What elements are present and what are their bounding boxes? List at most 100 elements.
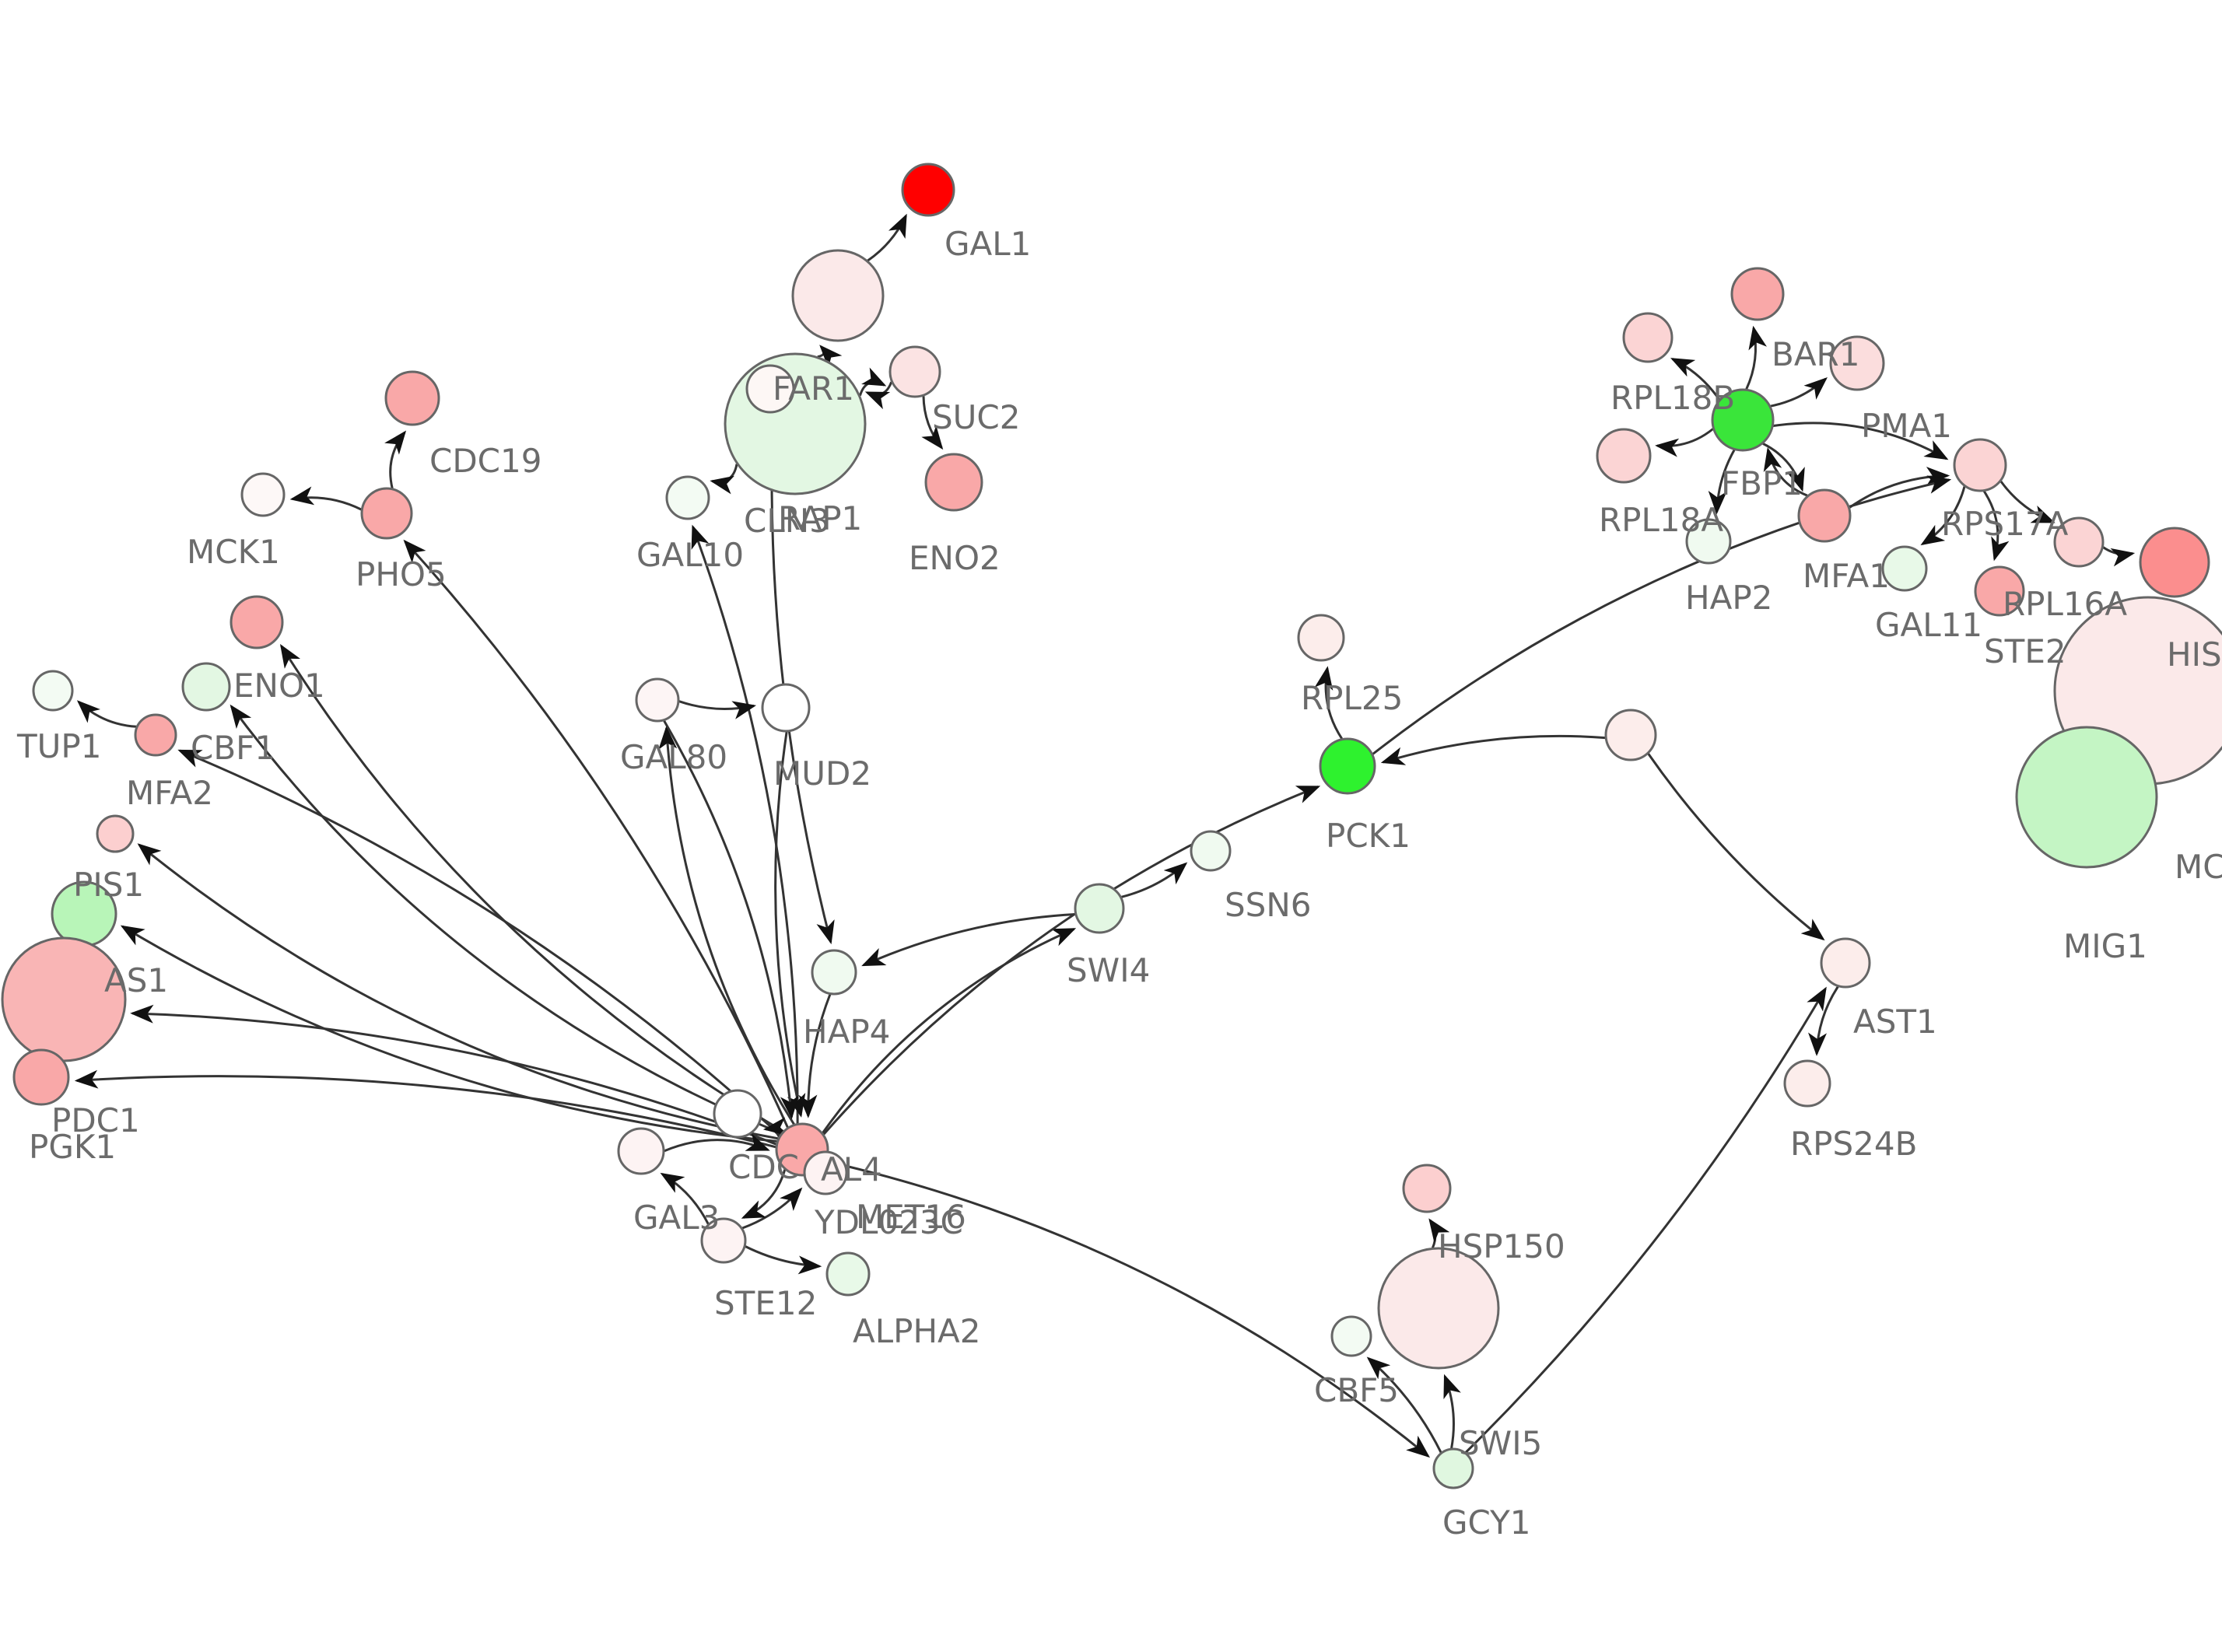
edge-CLN3-to-FAR1 (817, 345, 843, 369)
edge-GAL4-to-CDC28 (762, 1117, 788, 1138)
node-layer (1, 163, 2222, 1489)
gene-node-ast1[interactable] (1820, 937, 1871, 989)
gene-node-rpl25[interactable] (1297, 614, 1345, 662)
edge-GAL4-to-PGK1 (74, 1069, 776, 1149)
edge-GAL4-to-STE12 (741, 1169, 787, 1219)
gene-node-rps17a[interactable] (1953, 438, 2007, 492)
gene-node-far1[interactable] (791, 249, 885, 342)
gene-node-hsp150[interactable] (1402, 1164, 1452, 1213)
gene-node-pho5[interactable] (360, 487, 413, 540)
gene-label-eno2: ENO2 (909, 539, 1001, 577)
gene-node-suc2[interactable] (888, 345, 941, 398)
gene-label-swi4: SWI4 (1067, 951, 1150, 989)
edge-layer (74, 213, 2136, 1458)
edge-AST1-to-RPS24B (1808, 985, 1839, 1056)
gene-label-pis1: PIS1 (73, 866, 144, 904)
gene-node-pgk1[interactable] (12, 1048, 70, 1106)
edge-PCK1-to-RPS17A (1372, 475, 1952, 755)
edge-SUC2-to-ENO2 (921, 396, 944, 450)
edge-GAL80-to-MUD2 (678, 700, 757, 719)
gene-node-gal3[interactable] (617, 1127, 665, 1175)
edge-MFA2-to-TUP1 (76, 700, 137, 728)
gene-node-eno2[interactable] (924, 453, 983, 512)
gene-node-rpl18a[interactable] (1596, 428, 1652, 484)
gene-node-gal11[interactable] (1881, 545, 1928, 592)
gene-node-gcy1[interactable] (1432, 1447, 1474, 1489)
gene-label-far1: FAR1 (773, 369, 854, 408)
gene-label-cdc28: CDC (728, 1148, 799, 1186)
gene-label-tup1: TUP1 (16, 727, 101, 765)
edge-GAL4-to-GAL80 (658, 726, 795, 1125)
gene-label-mcm1: MCM1 (2175, 848, 2222, 886)
edge-CLN3-to-SUC2 (858, 367, 887, 397)
gene-node-rpl18b[interactable] (1622, 312, 1674, 363)
gene-node-tup1[interactable] (32, 670, 74, 712)
edge-STE12-to-GAL3 (660, 1172, 710, 1225)
gene-label-hap2: HAP2 (1685, 579, 1772, 617)
gene-label-fbp1: FBP1 (1721, 464, 1803, 502)
edge-SUC2-to-CLN3 (864, 381, 893, 410)
gene-node-mck1[interactable] (240, 472, 286, 517)
gene-label-pgk1: PGK1 (29, 1128, 116, 1166)
gene-node-alpha2[interactable] (825, 1251, 871, 1297)
gene-node-cbf5[interactable] (1330, 1315, 1372, 1357)
gene-node-hap4[interactable] (811, 949, 857, 996)
gene-label-rps24b: RPS24B (1790, 1125, 1917, 1163)
gene-node-hap2[interactable] (1685, 518, 1732, 565)
gene-node-eno1[interactable] (230, 595, 284, 649)
gene-node-cdc19[interactable] (384, 370, 440, 426)
gene-node-gal10[interactable] (665, 475, 710, 520)
gene-node-rap1[interactable] (745, 364, 795, 414)
gene-label-rpl18a: RPL18A (1599, 501, 1723, 539)
gene-label-ssn6: SSN6 (1225, 886, 1311, 924)
gene-node-fbp1[interactable] (1711, 388, 1775, 452)
gene-node-cbf1[interactable] (181, 662, 231, 712)
edge-SWI4-to-SSN6 (1121, 862, 1188, 898)
edge-STE12-to-YDL023C (741, 1187, 803, 1230)
edge-SWI5-to-HSP150 (1428, 1218, 1450, 1248)
edge-GAL4-to-GCY1 (825, 1160, 1431, 1458)
edge-GAL4-to-GAL10 (691, 524, 799, 1124)
gene-label-mfa2: MFA2 (126, 774, 213, 812)
edge-RPS17A-to-RPL16A (1999, 481, 2056, 523)
edge-FBP1-to-RPS17A (1773, 422, 1949, 460)
edge-MFA1-to-FBP1 (1763, 447, 1808, 497)
gene-node-ste2[interactable] (1974, 565, 2025, 617)
gene-label-hap4: HAP4 (803, 1013, 890, 1051)
gene-node-gal1[interactable] (901, 163, 955, 217)
edge-FAR1-to-GAL1 (867, 213, 907, 262)
edge-STE12-to-ALPHA2 (745, 1245, 822, 1275)
gene-label-rap1: RAP1 (778, 499, 862, 537)
gene-label-gal4: AL4 (821, 1150, 882, 1188)
edge-GCY1-to-SWI5 (1443, 1374, 1461, 1449)
gene-node-swi5[interactable] (1377, 1247, 1500, 1370)
gene-node-swi4[interactable] (1074, 883, 1125, 934)
gene-label-pho5: PHO5 (356, 555, 447, 593)
gene-node-mud2[interactable] (761, 683, 811, 733)
gene-node-ssn6[interactable] (1190, 830, 1232, 872)
gene-node-ydl023c[interactable] (803, 1150, 848, 1195)
gene-node-pis1[interactable] (96, 814, 135, 853)
gene-node-mig1[interactable] (2015, 726, 2158, 869)
gene-label-mck1: MCK1 (187, 533, 280, 571)
gene-node-rps24b[interactable] (1783, 1059, 1831, 1108)
gene-node-mfa1[interactable] (1797, 488, 1852, 543)
edge-PHO5-to-CDC19 (384, 430, 407, 489)
gene-node-pck1[interactable] (1319, 737, 1376, 795)
gene-node-mfa2[interactable] (134, 713, 177, 757)
gene-node-pma1[interactable] (1829, 335, 1885, 391)
gene-node-cdc28[interactable] (713, 1089, 762, 1139)
gene-node-mig1_hub[interactable] (1604, 709, 1657, 761)
gene-node-bar1[interactable] (1730, 267, 1785, 321)
gene-label-ydl023c: YDL023C (814, 1203, 963, 1241)
gene-label-cln3: CLN3 (744, 502, 830, 540)
gene-node-ste12[interactable] (700, 1217, 747, 1264)
gene-node-his4[interactable] (2139, 527, 2210, 598)
gene-node-gal80[interactable] (635, 677, 680, 723)
gene-node-rpl16a[interactable] (2053, 516, 2105, 568)
edge-FBP1-to-RPL18B (1670, 358, 1721, 401)
gene-label-pma1: PMA1 (1861, 407, 1952, 445)
edge-RPS17A-to-GAL11 (1920, 486, 1966, 546)
